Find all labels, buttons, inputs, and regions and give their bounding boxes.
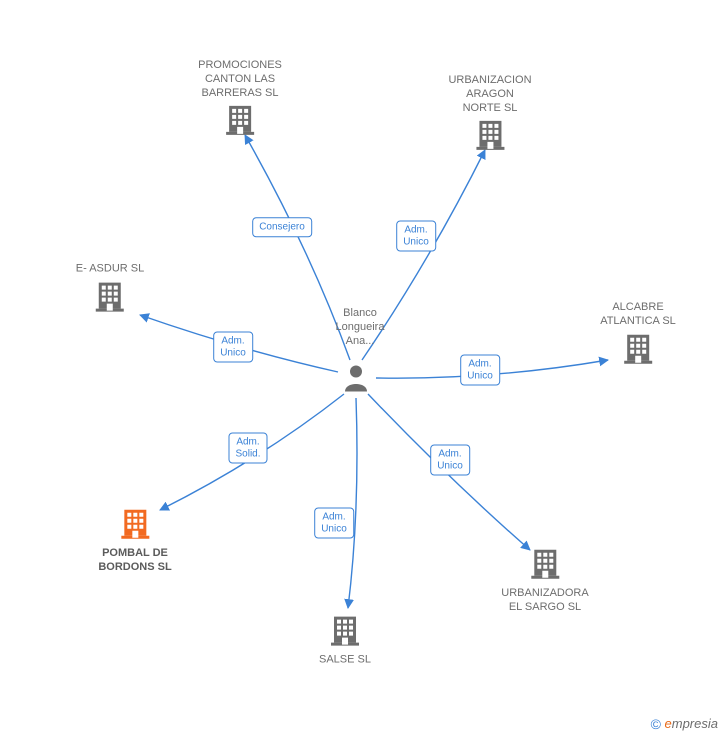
company-node-label: SALSE SL: [319, 654, 371, 668]
copyright-icon: ©: [651, 716, 661, 732]
edge-label-easdur: Adm. Unico: [213, 332, 253, 363]
edge-promociones: [245, 135, 350, 360]
edge-label-alcabre: Adm. Unico: [460, 355, 500, 386]
company-node-salse: SALSE SL: [319, 613, 371, 668]
building-icon: [223, 102, 257, 141]
building-icon: [473, 117, 507, 156]
building-icon: [528, 546, 562, 585]
edge-label-promociones: Consejero: [252, 217, 312, 237]
company-node-label: URBANIZACION ARAGON NORTE SL: [448, 74, 531, 115]
edge-salse: [348, 398, 357, 608]
network-diagram: Blanco Longueira Ana... PROMOCIONES CANT…: [0, 0, 728, 740]
company-node-label: E- ASDUR SL: [76, 263, 144, 277]
brand-name: empresia: [665, 716, 718, 731]
company-node-promociones: PROMOCIONES CANTON LAS BARRERAS SL: [198, 59, 282, 141]
company-node-pombal: POMBAL DE BORDONS SL: [98, 506, 171, 575]
company-node-easdur: E- ASDUR SL: [76, 263, 144, 318]
company-node-label: POMBAL DE BORDONS SL: [98, 547, 171, 575]
building-icon: [328, 613, 362, 652]
building-icon: [93, 278, 127, 317]
person-icon: [343, 364, 369, 397]
building-icon: [621, 330, 655, 369]
company-node-label: ALCABRE ATLANTICA SL: [600, 301, 676, 329]
company-node-alcabre: ALCABRE ATLANTICA SL: [600, 301, 676, 370]
edge-label-salse: Adm. Unico: [314, 508, 354, 539]
company-node-urbanizadora: URBANIZADORA EL SARGO SL: [501, 546, 588, 615]
building-icon: [118, 506, 152, 545]
footer-credit: © empresia: [651, 716, 718, 732]
company-node-label: URBANIZADORA EL SARGO SL: [501, 587, 588, 615]
edge-label-pombal: Adm. Solid.: [228, 433, 267, 464]
center-node-person: [343, 364, 369, 397]
edge-label-urbanizacion: Adm. Unico: [396, 221, 436, 252]
center-node-label: Blanco Longueira Ana...: [336, 307, 385, 348]
company-node-label: PROMOCIONES CANTON LAS BARRERAS SL: [198, 59, 282, 100]
edge-label-urbanizadora: Adm. Unico: [430, 445, 470, 476]
company-node-urbanizacion: URBANIZACION ARAGON NORTE SL: [448, 74, 531, 156]
